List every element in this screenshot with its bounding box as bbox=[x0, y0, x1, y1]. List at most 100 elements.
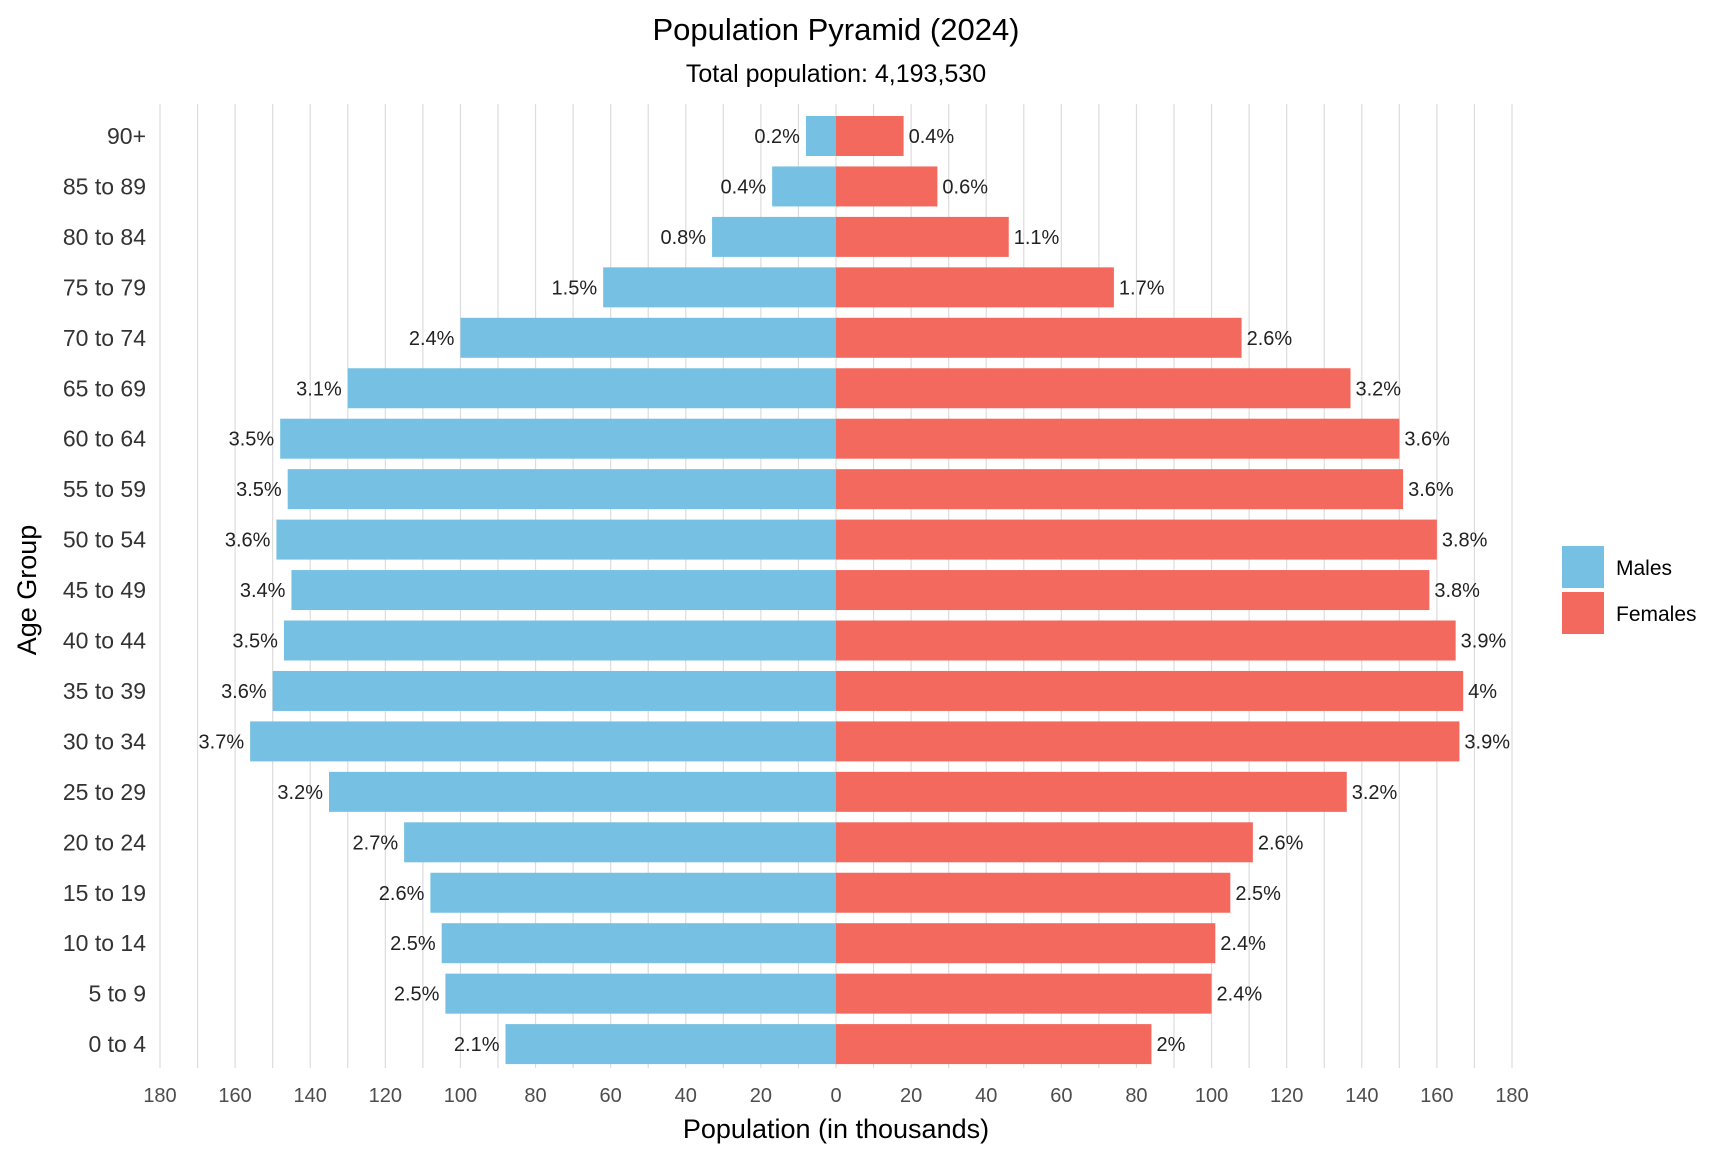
bar-females bbox=[836, 872, 1231, 913]
data-label-females: 3.2% bbox=[1352, 782, 1398, 804]
x-tick-label: 180 bbox=[1495, 1085, 1528, 1107]
x-tick-label: 140 bbox=[294, 1085, 327, 1107]
bar-males bbox=[603, 267, 836, 308]
bar-males bbox=[329, 771, 836, 812]
x-tick-label: 160 bbox=[1420, 1085, 1453, 1107]
bar-males bbox=[283, 620, 836, 661]
x-axis-title: Population (in thousands) bbox=[683, 1114, 989, 1144]
bar-females bbox=[836, 923, 1216, 964]
x-tick-label: 40 bbox=[675, 1085, 697, 1107]
data-label-males: 3.1% bbox=[296, 378, 342, 400]
data-label-females: 2.5% bbox=[1235, 883, 1281, 905]
x-tick-label: 180 bbox=[143, 1085, 176, 1107]
legend: Males Females bbox=[1562, 546, 1697, 634]
x-tick-label: 120 bbox=[1270, 1085, 1303, 1107]
bar-males bbox=[805, 116, 836, 156]
data-label-females: 0.6% bbox=[942, 176, 988, 198]
bar-females bbox=[836, 570, 1430, 611]
bar-males bbox=[250, 721, 837, 762]
bar-males bbox=[276, 519, 836, 560]
x-tick-label: 20 bbox=[750, 1085, 772, 1107]
bar-males bbox=[280, 418, 837, 459]
data-label-females: 3.6% bbox=[1404, 429, 1450, 451]
data-label-females: 2.6% bbox=[1247, 328, 1293, 350]
bar-females bbox=[836, 166, 938, 207]
data-label-males: 2.5% bbox=[390, 933, 436, 955]
y-category-label: 55 to 59 bbox=[63, 476, 146, 502]
y-category-label: 45 to 49 bbox=[63, 577, 146, 603]
y-axis-category-labels: 90+ 85 to 89 80 to 84 75 to 79 70 to 74 65 to… bbox=[63, 123, 146, 1057]
chart-subtitle: Total population: 4,193,530 bbox=[686, 60, 986, 88]
bar-males bbox=[404, 822, 836, 863]
bar-males bbox=[272, 670, 837, 711]
y-category-label: 75 to 79 bbox=[63, 274, 146, 300]
data-label-males: 3.4% bbox=[240, 580, 286, 602]
bars bbox=[250, 116, 1464, 1065]
data-label-males: 3.6% bbox=[221, 681, 267, 703]
legend-swatch-males bbox=[1562, 546, 1604, 588]
data-label-males: 3.5% bbox=[229, 429, 275, 451]
bar-females bbox=[836, 368, 1351, 409]
data-label-males: 2.6% bbox=[379, 883, 425, 905]
bar-females bbox=[836, 620, 1456, 661]
data-label-males: 0.4% bbox=[721, 176, 767, 198]
data-label-females: 3.2% bbox=[1356, 378, 1402, 400]
data-label-females: 0.4% bbox=[909, 126, 955, 148]
y-category-label: 10 to 14 bbox=[63, 930, 146, 956]
x-tick-label: 80 bbox=[524, 1085, 546, 1107]
bar-females bbox=[836, 317, 1242, 358]
legend-label-females: Females bbox=[1616, 603, 1697, 626]
x-axis-tick-labels: 180 160 140 120 100 80 60 40 20 0 20 40 60 80 100 120 14… bbox=[143, 1085, 1528, 1107]
x-tick-label: 140 bbox=[1345, 1085, 1378, 1107]
x-tick-label: 120 bbox=[369, 1085, 402, 1107]
bar-females bbox=[836, 116, 904, 156]
x-tick-label: 100 bbox=[1195, 1085, 1228, 1107]
bar-males bbox=[712, 216, 836, 257]
data-label-females: 1.1% bbox=[1014, 227, 1060, 249]
x-tick-label: 100 bbox=[444, 1085, 477, 1107]
x-tick-label: 60 bbox=[1050, 1085, 1072, 1107]
bar-females bbox=[836, 721, 1460, 762]
data-label-males: 2.4% bbox=[409, 328, 455, 350]
data-label-females: 3.9% bbox=[1464, 731, 1510, 753]
data-label-males: 2.1% bbox=[454, 1034, 500, 1056]
bar-males bbox=[347, 368, 836, 409]
y-category-label: 15 to 19 bbox=[63, 880, 146, 906]
bar-females bbox=[836, 267, 1114, 308]
bar-females bbox=[836, 1024, 1152, 1065]
y-category-label: 85 to 89 bbox=[63, 173, 146, 199]
bar-males bbox=[287, 469, 836, 510]
data-label-males: 0.8% bbox=[660, 227, 706, 249]
data-label-females: 3.8% bbox=[1442, 530, 1488, 552]
y-category-label: 60 to 64 bbox=[63, 426, 146, 452]
data-label-males: 3.6% bbox=[225, 530, 271, 552]
data-label-females: 1.7% bbox=[1119, 277, 1165, 299]
data-label-males: 3.5% bbox=[232, 631, 278, 653]
bar-males bbox=[291, 570, 836, 611]
bar-females bbox=[836, 216, 1009, 257]
x-tick-label: 60 bbox=[600, 1085, 622, 1107]
data-label-females: 2% bbox=[1156, 1034, 1185, 1056]
data-label-males: 3.5% bbox=[236, 479, 282, 501]
bar-males bbox=[441, 923, 836, 964]
data-label-females: 3.6% bbox=[1408, 479, 1454, 501]
legend-swatch-females bbox=[1562, 592, 1604, 634]
y-category-label: 20 to 24 bbox=[63, 829, 146, 855]
x-tick-label: 0 bbox=[830, 1085, 841, 1107]
data-label-males: 3.7% bbox=[199, 731, 245, 753]
y-category-label: 90+ bbox=[107, 123, 146, 149]
data-label-females: 3.8% bbox=[1434, 580, 1480, 602]
x-tick-label: 160 bbox=[218, 1085, 251, 1107]
x-tick-label: 80 bbox=[1125, 1085, 1147, 1107]
data-label-females: 3.9% bbox=[1461, 631, 1507, 653]
bar-females bbox=[836, 822, 1253, 863]
y-category-label: 50 to 54 bbox=[63, 527, 146, 553]
bar-males bbox=[460, 317, 836, 358]
data-label-males: 2.5% bbox=[394, 984, 440, 1006]
x-tick-label: 40 bbox=[975, 1085, 997, 1107]
y-category-label: 80 to 84 bbox=[63, 224, 146, 250]
x-tick-label: 20 bbox=[900, 1085, 922, 1107]
data-label-males: 3.2% bbox=[277, 782, 323, 804]
chart-title: Population Pyramid (2024) bbox=[652, 12, 1019, 47]
